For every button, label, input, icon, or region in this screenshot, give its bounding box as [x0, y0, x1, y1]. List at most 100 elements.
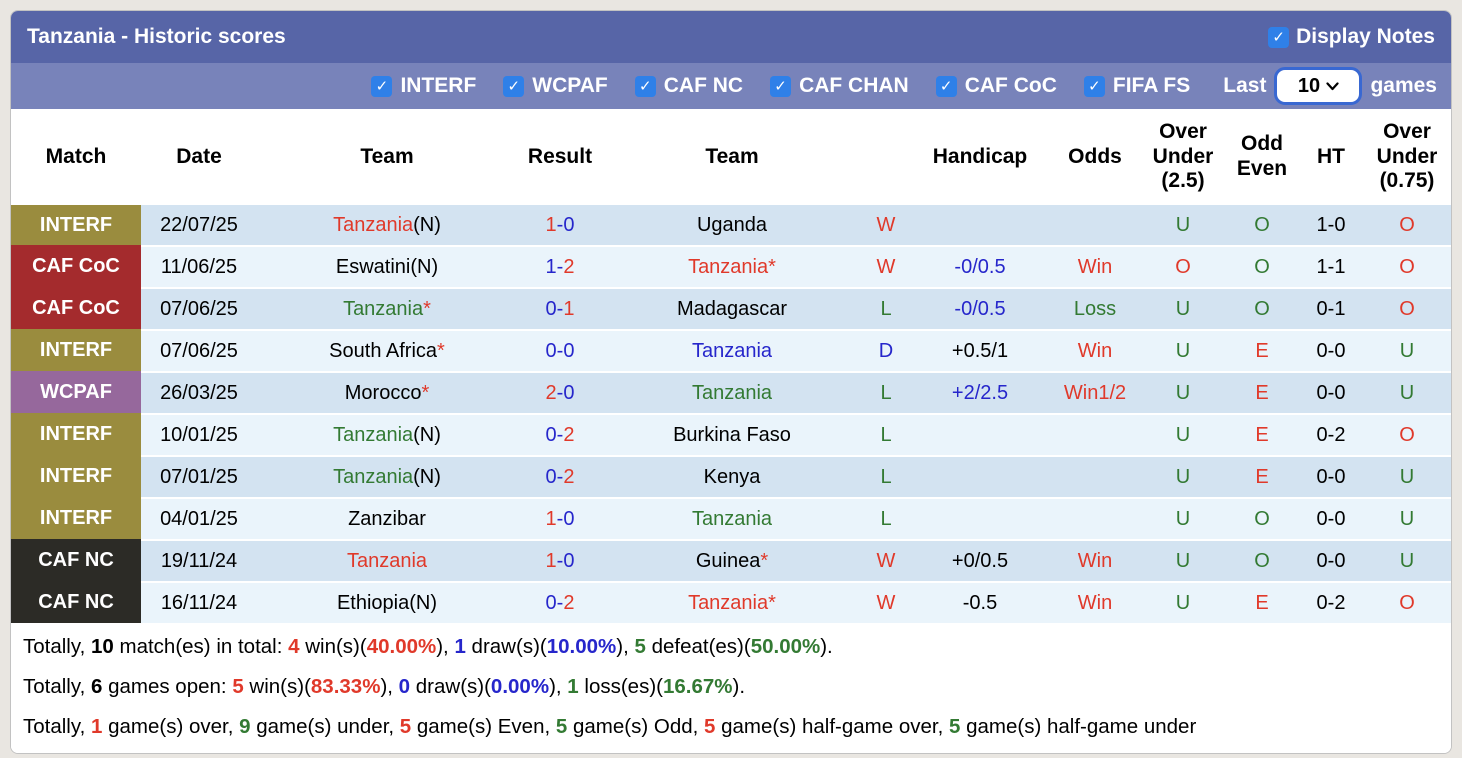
- odd-even-cell: O: [1225, 245, 1299, 287]
- odds-cell: [1049, 497, 1141, 539]
- result-cell: 0-1: [517, 287, 603, 329]
- games-label: games: [1370, 74, 1437, 97]
- checkbox-checked-icon[interactable]: ✓: [935, 75, 957, 97]
- checkbox-checked-icon[interactable]: ✓: [770, 75, 792, 97]
- table-row: INTERF 22/07/25 Tanzania(N) 1-0 Uganda W U O 1-0…: [11, 205, 1451, 245]
- away-team-cell: Tanzania: [603, 371, 861, 413]
- odd-even-cell: O: [1225, 539, 1299, 581]
- column-header-team: Team: [257, 109, 517, 205]
- filter-caf-nc[interactable]: ✓ CAF NC: [634, 74, 743, 98]
- odds-cell: [1049, 455, 1141, 497]
- filter-label: CAF CoC: [964, 74, 1057, 97]
- page-title: Tanzania - Historic scores: [27, 25, 286, 48]
- odd-even-cell: O: [1225, 287, 1299, 329]
- home-team-cell: Tanzania*: [257, 287, 517, 329]
- away-team-cell: Madagascar: [603, 287, 861, 329]
- home-team-cell: Zanzibar: [257, 497, 517, 539]
- filter-fifa-fs[interactable]: ✓ FIFA FS: [1083, 74, 1191, 98]
- column-header-odd: Odd Even: [1225, 109, 1299, 205]
- filter-label: WCPAF: [532, 74, 608, 97]
- ht-cell: 0-1: [1299, 287, 1363, 329]
- match-badge: WCPAF: [11, 371, 141, 413]
- over-under-2-5-cell: U: [1141, 287, 1225, 329]
- odd-even-cell: E: [1225, 413, 1299, 455]
- over-under-2-5-cell: U: [1141, 581, 1225, 623]
- home-team-cell: South Africa*: [257, 329, 517, 371]
- ht-cell: 0-0: [1299, 539, 1363, 581]
- result-cell: 1-0: [517, 205, 603, 245]
- over-under-0-75-cell: O: [1363, 413, 1451, 455]
- checkbox-checked-icon[interactable]: ✓: [371, 75, 393, 97]
- ht-cell: 0-0: [1299, 455, 1363, 497]
- checkbox-checked-icon[interactable]: ✓: [634, 75, 656, 97]
- display-notes-checkbox-icon[interactable]: ✓: [1268, 26, 1290, 48]
- wdl-cell: L: [861, 413, 911, 455]
- date-cell: 11/06/25: [141, 245, 257, 287]
- odds-cell: [1049, 413, 1141, 455]
- filter-label: FIFA FS: [1112, 74, 1191, 97]
- away-team-cell: Kenya: [603, 455, 861, 497]
- odd-even-cell: E: [1225, 581, 1299, 623]
- competition-filters: ✓ INTERF ✓ WCPAF ✓ CAF NC ✓ CAF CHAN ✓ CAF CoC ✓ FI…: [371, 74, 1190, 98]
- home-team-cell: Tanzania: [257, 539, 517, 581]
- match-badge: INTERF: [11, 329, 141, 371]
- last-games-select[interactable]: 10: [1274, 67, 1363, 105]
- filter-bar: ✓ INTERF ✓ WCPAF ✓ CAF NC ✓ CAF CHAN ✓ CAF CoC ✓ FI…: [11, 63, 1451, 109]
- column-header-over: Over Under (2.5): [1141, 109, 1225, 205]
- filter-caf-chan[interactable]: ✓ CAF CHAN: [770, 74, 909, 98]
- away-team-cell: Uganda: [603, 205, 861, 245]
- ht-cell: 1-1: [1299, 245, 1363, 287]
- over-under-0-75-cell: U: [1363, 455, 1451, 497]
- odds-cell: Win: [1049, 329, 1141, 371]
- table-row: CAF NC 16/11/24 Ethiopia(N) 0-2 Tanzania* W -0…: [11, 581, 1451, 623]
- odd-even-cell: O: [1225, 497, 1299, 539]
- date-cell: 26/03/25: [141, 371, 257, 413]
- filter-caf-coc[interactable]: ✓ CAF CoC: [935, 74, 1057, 98]
- over-under-2-5-cell: U: [1141, 455, 1225, 497]
- column-header-team: Team: [603, 109, 861, 205]
- wdl-cell: L: [861, 287, 911, 329]
- date-cell: 22/07/25: [141, 205, 257, 245]
- result-cell: 1-0: [517, 539, 603, 581]
- handicap-cell: +0.5/1: [911, 329, 1049, 371]
- odds-cell: Win: [1049, 581, 1141, 623]
- result-cell: 0-2: [517, 455, 603, 497]
- wdl-cell: L: [861, 371, 911, 413]
- display-notes-toggle[interactable]: ✓ Display Notes: [1268, 25, 1435, 49]
- table-row: CAF CoC 11/06/25 Eswatini(N) 1-2 Tanzania* W -…: [11, 245, 1451, 287]
- wdl-cell: L: [861, 497, 911, 539]
- over-under-2-5-cell: U: [1141, 413, 1225, 455]
- odd-even-cell: O: [1225, 205, 1299, 245]
- away-team-cell: Tanzania: [603, 329, 861, 371]
- over-under-0-75-cell: U: [1363, 497, 1451, 539]
- chevron-down-icon: [1326, 81, 1339, 90]
- checkbox-checked-icon[interactable]: ✓: [1083, 75, 1105, 97]
- column-header-date: Date: [141, 109, 257, 205]
- over-under-0-75-cell: O: [1363, 205, 1451, 245]
- column-header-handicap: Handicap: [911, 109, 1049, 205]
- over-under-2-5-cell: U: [1141, 371, 1225, 413]
- odd-even-cell: E: [1225, 329, 1299, 371]
- result-cell: 1-2: [517, 245, 603, 287]
- last-games-control: Last 10 games: [1223, 67, 1437, 105]
- filter-interf[interactable]: ✓ INTERF: [371, 74, 476, 98]
- table-row: INTERF 07/01/25 Tanzania(N) 0-2 Kenya L U E 0-0 U: [11, 455, 1451, 497]
- odds-cell: Loss: [1049, 287, 1141, 329]
- date-cell: 07/06/25: [141, 329, 257, 371]
- scores-table: Match Date Team Result Team Handicap Odds Over …: [11, 109, 1451, 623]
- match-badge: CAF CoC: [11, 287, 141, 329]
- checkbox-checked-icon[interactable]: ✓: [503, 75, 525, 97]
- filter-wcpaf[interactable]: ✓ WCPAF: [503, 74, 608, 98]
- ht-cell: 0-2: [1299, 413, 1363, 455]
- column-header-over: Over Under (0.75): [1363, 109, 1451, 205]
- match-badge: INTERF: [11, 497, 141, 539]
- home-team-cell: Eswatini(N): [257, 245, 517, 287]
- wdl-cell: W: [861, 245, 911, 287]
- ht-cell: 0-0: [1299, 329, 1363, 371]
- handicap-cell: [911, 205, 1049, 245]
- date-cell: 19/11/24: [141, 539, 257, 581]
- home-team-cell: Morocco*: [257, 371, 517, 413]
- result-cell: 2-0: [517, 371, 603, 413]
- handicap-cell: [911, 413, 1049, 455]
- over-under-2-5-cell: U: [1141, 205, 1225, 245]
